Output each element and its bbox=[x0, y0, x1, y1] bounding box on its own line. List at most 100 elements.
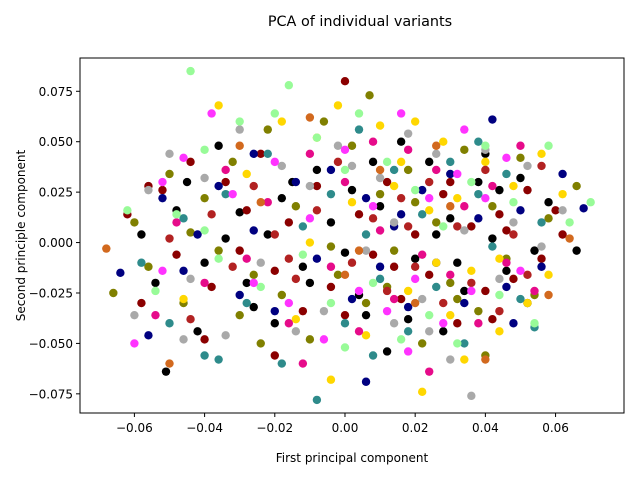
scatter-point bbox=[488, 202, 497, 211]
scatter-point bbox=[509, 218, 518, 227]
scatter-point bbox=[347, 161, 357, 171]
scatter-point bbox=[214, 181, 223, 191]
scatter-point bbox=[165, 234, 174, 243]
scatter-point bbox=[432, 282, 441, 292]
scatter-point bbox=[530, 319, 539, 328]
scatter-point bbox=[453, 319, 462, 328]
scatter-point bbox=[235, 125, 244, 134]
scatter-point bbox=[172, 218, 181, 227]
scatter-point bbox=[446, 157, 455, 167]
scatter-point bbox=[326, 189, 336, 199]
scatter-point bbox=[221, 331, 230, 340]
scatter-point bbox=[425, 270, 434, 280]
scatter-point bbox=[347, 141, 357, 150]
scatter-point bbox=[102, 244, 111, 253]
scatter-point bbox=[305, 278, 315, 288]
scatter-point bbox=[410, 262, 420, 271]
scatter-point bbox=[572, 246, 581, 255]
scatter-point bbox=[558, 206, 567, 215]
scatter-point bbox=[403, 145, 413, 154]
scatter-point bbox=[347, 294, 357, 304]
scatter-point bbox=[495, 210, 504, 219]
scatter-point bbox=[207, 210, 216, 219]
x-tick-label: 0.06 bbox=[542, 421, 569, 435]
scatter-point bbox=[551, 206, 560, 215]
x-axis-title: First principal component bbox=[276, 451, 429, 465]
scatter-point bbox=[410, 274, 420, 284]
scatter-point bbox=[256, 282, 265, 292]
scatter-point bbox=[403, 286, 413, 296]
scatter-point bbox=[214, 355, 223, 364]
scatter-point bbox=[151, 310, 160, 320]
scatter-point bbox=[200, 145, 209, 154]
scatter-point bbox=[123, 206, 132, 215]
scatter-point bbox=[270, 230, 279, 239]
scatter-point bbox=[481, 157, 490, 167]
scatter-point bbox=[270, 351, 279, 360]
scatter-point bbox=[396, 193, 406, 203]
scatter-point bbox=[319, 306, 329, 316]
scatter-point bbox=[403, 315, 413, 324]
x-tick-label: 0.00 bbox=[332, 421, 359, 435]
scatter-point bbox=[460, 202, 469, 211]
scatter-point bbox=[340, 145, 350, 154]
scatter-point bbox=[495, 185, 504, 195]
chart-title: PCA of individual variants bbox=[268, 14, 452, 30]
scatter-point bbox=[502, 153, 511, 163]
scatter-point bbox=[389, 294, 399, 304]
scatter-point bbox=[161, 367, 171, 376]
scatter-point bbox=[361, 230, 371, 239]
scatter-point bbox=[340, 77, 350, 86]
scatter-point bbox=[179, 335, 188, 344]
scatter-point bbox=[193, 327, 202, 336]
scatter-point bbox=[502, 266, 511, 275]
scatter-point bbox=[396, 109, 406, 118]
scatter-point bbox=[305, 238, 315, 247]
scatter-point bbox=[481, 193, 490, 203]
scatter-point bbox=[467, 177, 476, 187]
scatter-point bbox=[382, 177, 392, 187]
scatter-point bbox=[474, 306, 483, 316]
scatter-point bbox=[130, 310, 139, 320]
scatter-point bbox=[284, 254, 294, 263]
scatter-point bbox=[165, 169, 174, 179]
y-tick-label: 0.050 bbox=[39, 135, 73, 149]
scatter-point bbox=[523, 298, 532, 308]
scatter-point bbox=[200, 193, 209, 203]
scatter-point bbox=[284, 319, 294, 328]
scatter-point bbox=[291, 315, 301, 324]
scatter-point bbox=[270, 157, 279, 167]
scatter-point bbox=[481, 286, 490, 296]
scatter-point bbox=[488, 234, 497, 243]
scatter-point bbox=[200, 351, 209, 360]
scatter-point bbox=[179, 294, 188, 304]
scatter-point bbox=[453, 222, 462, 231]
x-tick-label: 0.02 bbox=[402, 421, 429, 435]
scatter-point bbox=[382, 306, 392, 316]
scatter-point bbox=[137, 258, 146, 267]
scatter-point bbox=[263, 198, 272, 207]
scatter-point bbox=[537, 262, 546, 271]
scatter-point bbox=[382, 157, 392, 167]
scatter-point bbox=[193, 230, 202, 239]
scatter-point bbox=[565, 218, 574, 227]
scatter-point bbox=[179, 266, 188, 275]
scatter-point bbox=[474, 189, 483, 199]
scatter-point bbox=[165, 319, 174, 328]
scatter-point bbox=[340, 165, 350, 175]
scatter-point bbox=[242, 169, 251, 179]
scatter-point bbox=[298, 222, 308, 231]
scatter-point bbox=[403, 165, 413, 175]
scatter-point bbox=[417, 185, 427, 195]
scatter-point bbox=[389, 218, 399, 227]
scatter-point bbox=[375, 189, 385, 199]
scatter-point bbox=[467, 266, 476, 275]
scatter-point bbox=[354, 109, 364, 118]
scatter-point bbox=[417, 210, 427, 219]
scatter-point bbox=[298, 306, 308, 316]
scatter-point bbox=[368, 250, 378, 259]
scatter-point bbox=[326, 282, 336, 292]
scatter-point bbox=[565, 234, 574, 243]
scatter-point bbox=[586, 198, 595, 207]
